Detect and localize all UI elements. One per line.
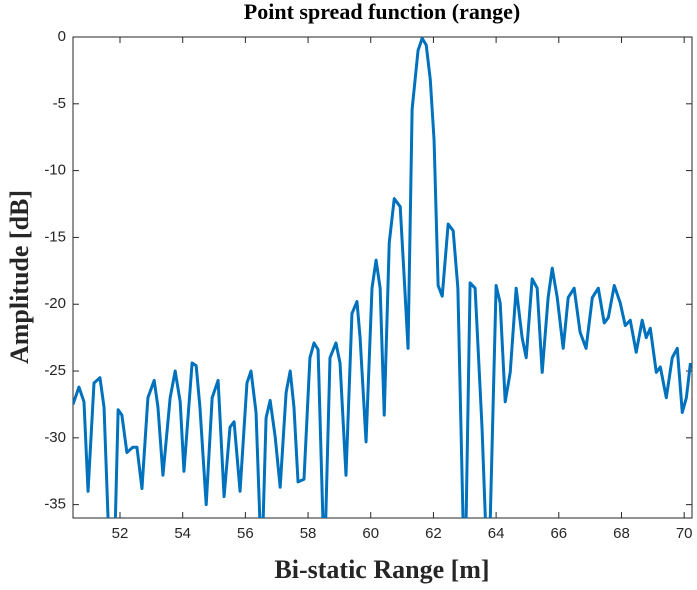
x-tick-label: 70 <box>676 525 693 542</box>
x-tick-label: 54 <box>174 525 191 542</box>
y-axis-label: Amplitude [dB] <box>5 190 34 364</box>
y-tick-label: -35 <box>44 496 66 513</box>
x-tick-label: 66 <box>550 525 567 542</box>
x-tick-label: 56 <box>237 525 254 542</box>
y-tick-label: -20 <box>44 295 66 312</box>
plot-area <box>72 36 693 519</box>
x-axis-label: Bi-static Range [m] <box>274 555 489 584</box>
x-tick-label: 52 <box>112 525 129 542</box>
y-tick-label: 0 <box>58 28 66 45</box>
y-tick-label: -5 <box>53 95 66 112</box>
x-tick-label: 62 <box>425 525 442 542</box>
x-tick-label: 60 <box>362 525 379 542</box>
chart-title: Point spread function (range) <box>244 0 520 24</box>
x-tick-label: 68 <box>613 525 630 542</box>
y-tick-label: -10 <box>44 162 66 179</box>
x-tick-label: 58 <box>300 525 317 542</box>
y-tick-label: -30 <box>44 429 66 446</box>
x-tick-label: 64 <box>488 525 505 542</box>
y-tick-label: -25 <box>44 362 66 379</box>
y-tick-label: -15 <box>44 228 66 245</box>
data-line <box>73 37 692 518</box>
